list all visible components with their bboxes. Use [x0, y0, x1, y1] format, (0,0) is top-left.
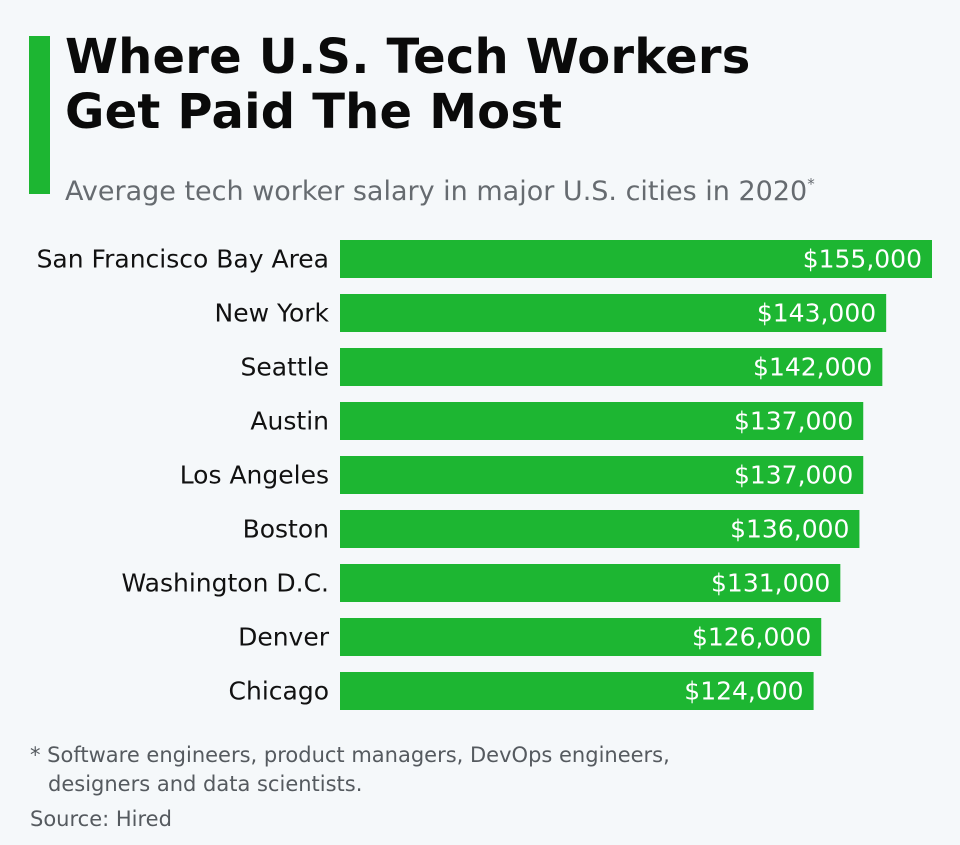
subtitle-footnote-mark: * — [807, 175, 815, 193]
category-label: Seattle — [240, 353, 329, 382]
category-label: Chicago — [229, 677, 329, 706]
value-label: $126,000 — [692, 623, 811, 652]
value-label: $143,000 — [757, 299, 876, 328]
value-label: $137,000 — [734, 461, 853, 490]
value-label: $142,000 — [753, 353, 872, 382]
chart-title: Where U.S. Tech Workers Get Paid The Mos… — [65, 30, 751, 140]
footnote-line-2: designers and data scientists. — [48, 772, 363, 796]
footnote: * Software engineers, product managers, … — [30, 741, 670, 799]
title-line-1: Where U.S. Tech Workers — [65, 29, 751, 85]
bar — [340, 294, 887, 332]
category-label: Denver — [238, 623, 330, 652]
title-line-2: Get Paid The Most — [65, 84, 563, 140]
category-label: Washington D.C. — [122, 569, 329, 598]
bar — [340, 510, 860, 548]
bar — [340, 564, 841, 602]
category-label: New York — [215, 299, 330, 328]
bar-chart: San Francisco Bay Area $155,000 New York $1… — [37, 240, 932, 710]
bar — [340, 402, 864, 440]
category-label: Los Angeles — [180, 461, 329, 490]
category-label: San Francisco Bay Area — [37, 245, 329, 274]
bar — [340, 456, 864, 494]
footnote-line-1: * Software engineers, product managers, … — [30, 743, 670, 767]
value-label: $124,000 — [684, 677, 803, 706]
bar — [340, 240, 932, 278]
value-label: $136,000 — [730, 515, 849, 544]
chart-subtitle: Average tech worker salary in major U.S.… — [65, 168, 815, 208]
subtitle-text: Average tech worker salary in major U.S.… — [65, 176, 808, 207]
category-label: Austin — [250, 407, 329, 436]
bar — [340, 348, 883, 386]
accent-bar — [29, 36, 50, 194]
value-label: $137,000 — [734, 407, 853, 436]
value-label: $155,000 — [803, 245, 922, 274]
category-label: Boston — [243, 515, 329, 544]
source-note: Source: Hired — [30, 807, 172, 831]
bar — [340, 672, 814, 710]
bar — [340, 618, 822, 656]
value-label: $131,000 — [711, 569, 830, 598]
